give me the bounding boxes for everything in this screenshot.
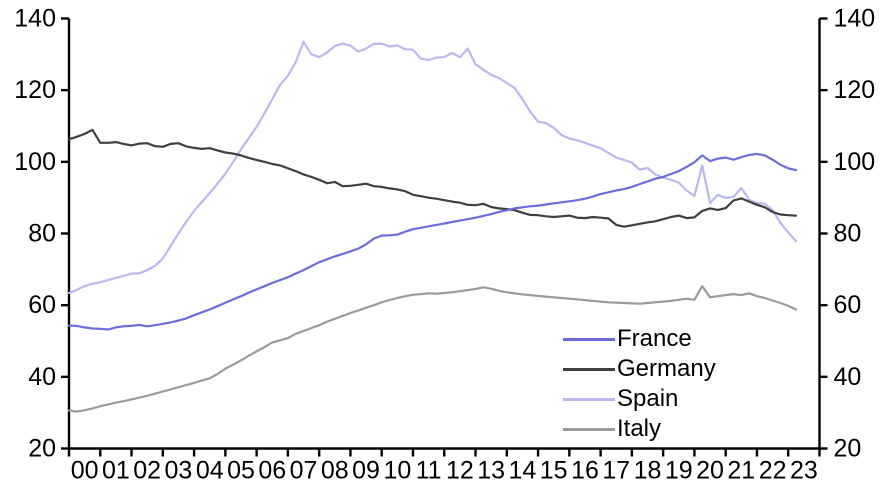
y-axis-tick-label-left: 120 [14, 76, 56, 104]
y-axis-tick-label-left: 20 [28, 435, 56, 463]
x-axis-tick-label: 16 [571, 457, 599, 485]
y-axis-tick-label-right: 100 [834, 148, 876, 176]
x-axis-tick-label: 17 [602, 457, 630, 485]
x-axis-tick-label: 15 [540, 457, 568, 485]
x-axis-tick-label: 07 [290, 457, 318, 485]
series-line-italy [67, 285, 798, 413]
legend-line-swatch-spain [563, 397, 615, 401]
y-axis-tick-label-right: 120 [834, 76, 876, 104]
legend-item-france: France [563, 324, 716, 354]
x-axis-tick-label: 19 [665, 457, 693, 485]
x-axis-tick-label: 05 [227, 457, 255, 485]
y-axis-tick-label-left: 140 [14, 5, 56, 33]
x-axis-tick-label: 06 [258, 457, 286, 485]
y-axis-tick-label-right: 60 [834, 291, 862, 319]
x-axis-tick-label: 23 [790, 457, 818, 485]
y-axis-tick-label-right: 20 [834, 435, 862, 463]
x-axis-tick-label: 11 [416, 457, 442, 485]
legend-label-spain: Spain [617, 385, 679, 412]
x-axis-tick-label: 10 [383, 457, 411, 485]
y-axis-tick-label-left: 100 [14, 148, 56, 176]
x-axis-tick-label: 13 [477, 457, 505, 485]
legend-line-swatch-italy [563, 427, 615, 431]
y-axis-tick-label-right: 80 [834, 220, 862, 248]
x-axis-tick-label: 22 [759, 457, 787, 485]
series-line-france [67, 152, 798, 331]
x-axis-tick-label: 01 [102, 457, 130, 485]
legend-line-swatch-france [563, 337, 615, 341]
x-axis-tick-label: 21 [727, 457, 755, 485]
x-axis-tick-label: 14 [509, 457, 537, 485]
legend-label-italy: Italy [617, 415, 662, 442]
y-axis-tick-label-right: 40 [834, 363, 862, 391]
series-line-germany [67, 128, 798, 228]
legend: France Germany Spain Italy [563, 324, 716, 444]
legend-item-germany: Germany [563, 354, 716, 384]
x-axis-tick-label: 02 [133, 457, 161, 485]
x-axis-tick-label: 04 [196, 457, 224, 485]
y-axis-tick-label-right: 140 [834, 5, 876, 33]
legend-label-france: France [617, 325, 692, 352]
x-axis-tick-label: 00 [71, 457, 99, 485]
x-axis-tick-label: 12 [446, 457, 474, 485]
y-axis-tick-label-left: 40 [28, 363, 56, 391]
x-axis-tick-label: 08 [321, 457, 349, 485]
x-axis-tick-label: 20 [696, 457, 724, 485]
legend-label-germany: Germany [617, 355, 716, 382]
legend-item-spain: Spain [563, 384, 716, 414]
legend-line-swatch-germany [563, 367, 615, 371]
series-line-spain [67, 40, 798, 295]
y-axis-tick-label-left: 60 [28, 291, 56, 319]
y-axis-tick-label-left: 80 [28, 220, 56, 248]
legend-item-italy: Italy [563, 414, 716, 444]
x-axis-tick-label: 09 [352, 457, 380, 485]
x-axis-tick-label: 03 [165, 457, 193, 485]
x-axis-tick-label: 18 [634, 457, 662, 485]
